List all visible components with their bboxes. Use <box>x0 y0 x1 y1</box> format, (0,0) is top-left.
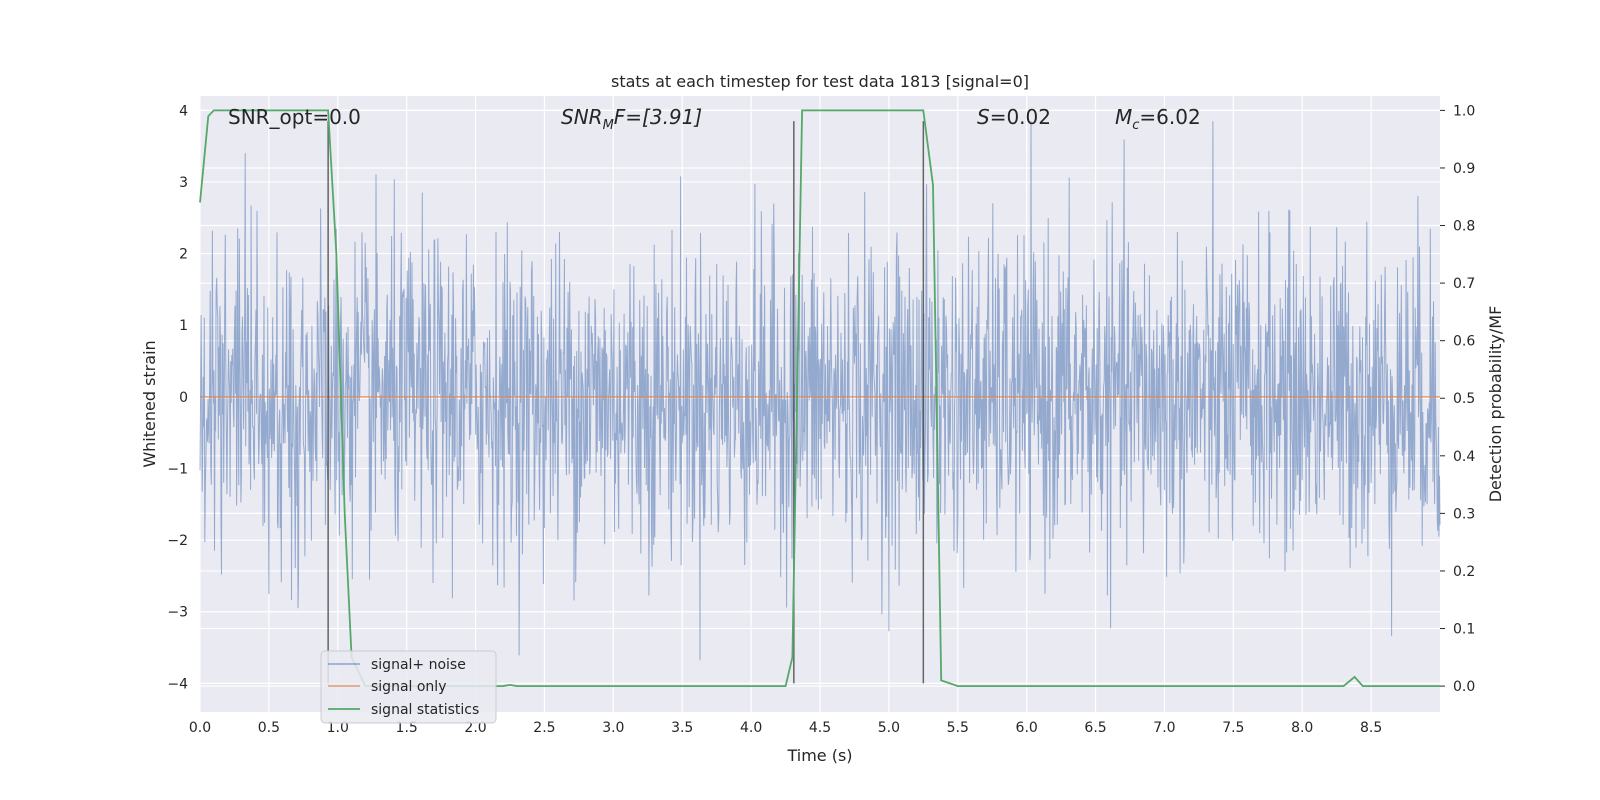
x-tick-label: 8.5 <box>1360 720 1382 736</box>
y-axis-label: Whitened strain <box>140 340 159 467</box>
y2-tick-label: 0.4 <box>1453 449 1475 465</box>
mc-main: M <box>1115 105 1132 129</box>
x-tick-label: 5.0 <box>878 720 900 736</box>
mc-rest: =6.02 <box>1139 105 1200 129</box>
x-tick-label: 3.0 <box>602 720 624 736</box>
mc-subscript: c <box>1132 118 1139 133</box>
x-tick-label: 2.0 <box>464 720 486 736</box>
y2-tick-label: 0.6 <box>1453 334 1475 350</box>
x-tick-label: 5.5 <box>947 720 969 736</box>
s-rest: =0.02 <box>990 105 1051 129</box>
x-tick-label: 3.5 <box>671 720 693 736</box>
y2-tick-label: 0.1 <box>1453 622 1475 638</box>
y2-tick-label: 0.0 <box>1453 679 1475 695</box>
y2-tick-label: 0.2 <box>1453 564 1475 580</box>
y-tick-label: 0 <box>179 390 188 406</box>
y2-axis-label: Detection probability/MF <box>1486 306 1505 503</box>
snr-mf-annotation: SNRMF=[3.91] <box>561 105 702 133</box>
y2-tick-label: 1.0 <box>1453 103 1475 119</box>
y-tick-label: −4 <box>167 676 188 692</box>
x-tick-label: 7.5 <box>1222 720 1244 736</box>
legend: signal+ noise signal only signal statist… <box>320 650 497 724</box>
snr-mf-main: SNR <box>561 105 603 129</box>
s-main: S <box>977 105 990 129</box>
mc-annotation: Mc=6.02 <box>1115 105 1201 133</box>
y-tick-label: 4 <box>179 103 188 119</box>
x-tick-label: 1.0 <box>327 720 349 736</box>
x-tick-label: 0.0 <box>189 720 211 736</box>
legend-box <box>320 650 497 724</box>
x-tick-label: 2.5 <box>533 720 555 736</box>
s-annotation: S=0.02 <box>977 105 1051 129</box>
series-signal-statistics <box>199 109 1440 687</box>
x-tick-label: 4.5 <box>809 720 831 736</box>
x-tick-label: 1.5 <box>396 720 418 736</box>
x-tick-label: 6.0 <box>1016 720 1038 736</box>
snr-mf-subscript: M <box>603 118 614 133</box>
x-tick-label: 0.5 <box>258 720 280 736</box>
y-tick-label: 3 <box>179 175 188 191</box>
y2-tick-label: 0.5 <box>1453 391 1475 407</box>
x-tick-label: 4.0 <box>740 720 762 736</box>
x-tick-label: 6.5 <box>1084 720 1106 736</box>
series-signal-plus-noise <box>199 121 1441 661</box>
chart-title: stats at each timestep for test data 181… <box>611 72 1029 91</box>
x-tick-label: 8.0 <box>1291 720 1313 736</box>
legend-label-statistics: signal statistics <box>371 702 479 718</box>
y2-tick-label: 0.8 <box>1453 219 1475 235</box>
legend-label-signal-only: signal only <box>371 679 446 695</box>
legend-label-noise: signal+ noise <box>371 657 466 673</box>
snr-mf-rest: F=[3.91] <box>614 105 702 129</box>
y2-tick-label: 0.3 <box>1453 506 1475 522</box>
y2-tick-label: 0.9 <box>1453 161 1475 177</box>
axis-ticks: 0.0 0.5 1.0 1.5 2.0 2.5 3.0 3.5 4.0 4.5 5.0 5.5 6.0 6… <box>167 103 1475 736</box>
y-tick-label: 1 <box>179 318 188 334</box>
y-tick-label: −3 <box>167 605 188 621</box>
y-tick-label: −2 <box>167 533 188 549</box>
snr-opt-annotation: SNR_opt=0.0 <box>228 105 361 129</box>
y2-tick-label: 0.7 <box>1453 276 1475 292</box>
x-tick-label: 7.0 <box>1153 720 1175 736</box>
x-axis-label: Time (s) <box>786 746 852 765</box>
y-tick-label: −1 <box>167 461 188 477</box>
y-tick-label: 2 <box>179 247 188 263</box>
